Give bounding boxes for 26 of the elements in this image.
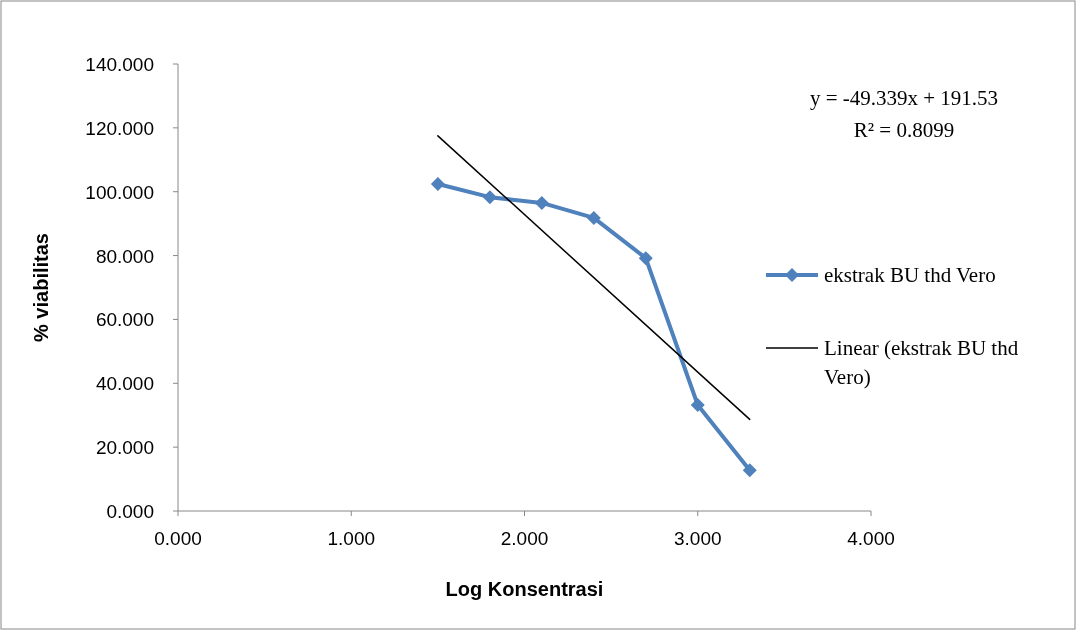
point — [430, 177, 445, 192]
y-tick-label: 40.000 — [95, 373, 154, 395]
y-tick-label: 140.000 — [85, 54, 154, 75]
y-tick-label: 60.000 — [95, 309, 154, 331]
x-axis-title: Log Konsentrasi — [445, 578, 604, 600]
point — [690, 398, 705, 412]
annotation: y = -49.339x + 191.53 — [809, 86, 999, 110]
x-tick-label: 2.000 — [500, 528, 549, 549]
y-tick-label: 80.000 — [95, 245, 154, 267]
point — [482, 190, 497, 205]
point — [586, 210, 601, 225]
y-tick-label: 0.000 — [106, 501, 154, 522]
y-tick-label: 20.000 — [95, 437, 154, 459]
y-tick-label: 100.000 — [85, 181, 154, 203]
x-tick-label: 4.000 — [847, 528, 895, 549]
point — [638, 251, 653, 266]
annotation: R² = 0.8099 — [853, 118, 955, 142]
point — [742, 463, 757, 478]
x-tick-label: 1.000 — [327, 528, 376, 549]
y-axis-title: % viabilitas — [30, 233, 52, 342]
point — [534, 195, 549, 210]
x-tick-label: 0.000 — [154, 528, 202, 549]
x-tick-label: 3.000 — [673, 528, 722, 549]
y-tick-label: 120.000 — [85, 117, 154, 139]
legend-label: ekstrak BU thd Vero — [824, 263, 996, 287]
legend-label: Linear (ekstrak BU thd Vero) — [824, 336, 1019, 389]
